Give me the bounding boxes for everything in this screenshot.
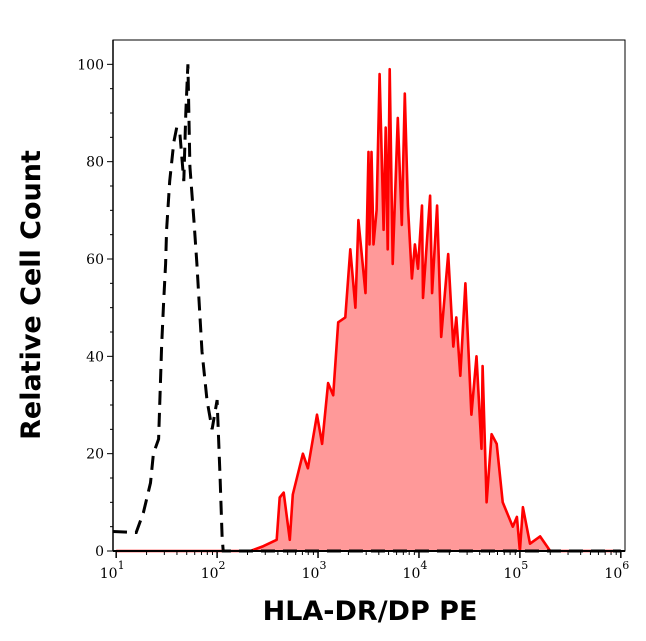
y-tick-label: 0 — [95, 544, 104, 560]
x-tick-label: 106 — [604, 559, 629, 582]
y-tick-label: 80 — [86, 155, 104, 171]
plot-area — [112, 64, 621, 553]
x-axis-title: HLA-DR/DP PE — [263, 596, 478, 627]
x-tick-base: 10 — [201, 566, 219, 582]
x-tick-exponent: 6 — [622, 559, 629, 572]
y-tick-label: 20 — [86, 447, 104, 463]
x-tick-exponent: 2 — [219, 559, 226, 572]
y-tick-label: 60 — [86, 252, 104, 268]
y-tick-label: 100 — [77, 57, 104, 73]
x-tick-label: 103 — [302, 559, 327, 582]
x-tick-label: 104 — [403, 559, 428, 582]
x-tick-base: 10 — [100, 566, 118, 582]
x-tick-label: 105 — [503, 559, 528, 582]
x-tick-exponent: 4 — [420, 559, 427, 572]
x-tick-base: 10 — [604, 566, 622, 582]
x-tick-exponent: 3 — [319, 559, 326, 572]
y-tick-label: 40 — [86, 349, 104, 365]
histogram-line-control — [112, 64, 621, 553]
axes — [112, 39, 626, 552]
x-tick-exponent: 1 — [118, 559, 125, 572]
x-tick-label: 101 — [100, 559, 125, 582]
x-tick-exponent: 5 — [521, 559, 528, 572]
histogram-line-sample — [116, 67, 621, 553]
x-tick-label: 102 — [201, 559, 226, 582]
histogram-fill — [116, 69, 621, 551]
y-ticks: 0 20 40 60 80 100 — [77, 57, 113, 560]
x-tick-base: 10 — [403, 566, 421, 582]
y-axis-title: Relative Cell Count — [16, 150, 47, 440]
x-tick-base: 10 — [503, 566, 521, 582]
x-tick-base: 10 — [302, 566, 320, 582]
